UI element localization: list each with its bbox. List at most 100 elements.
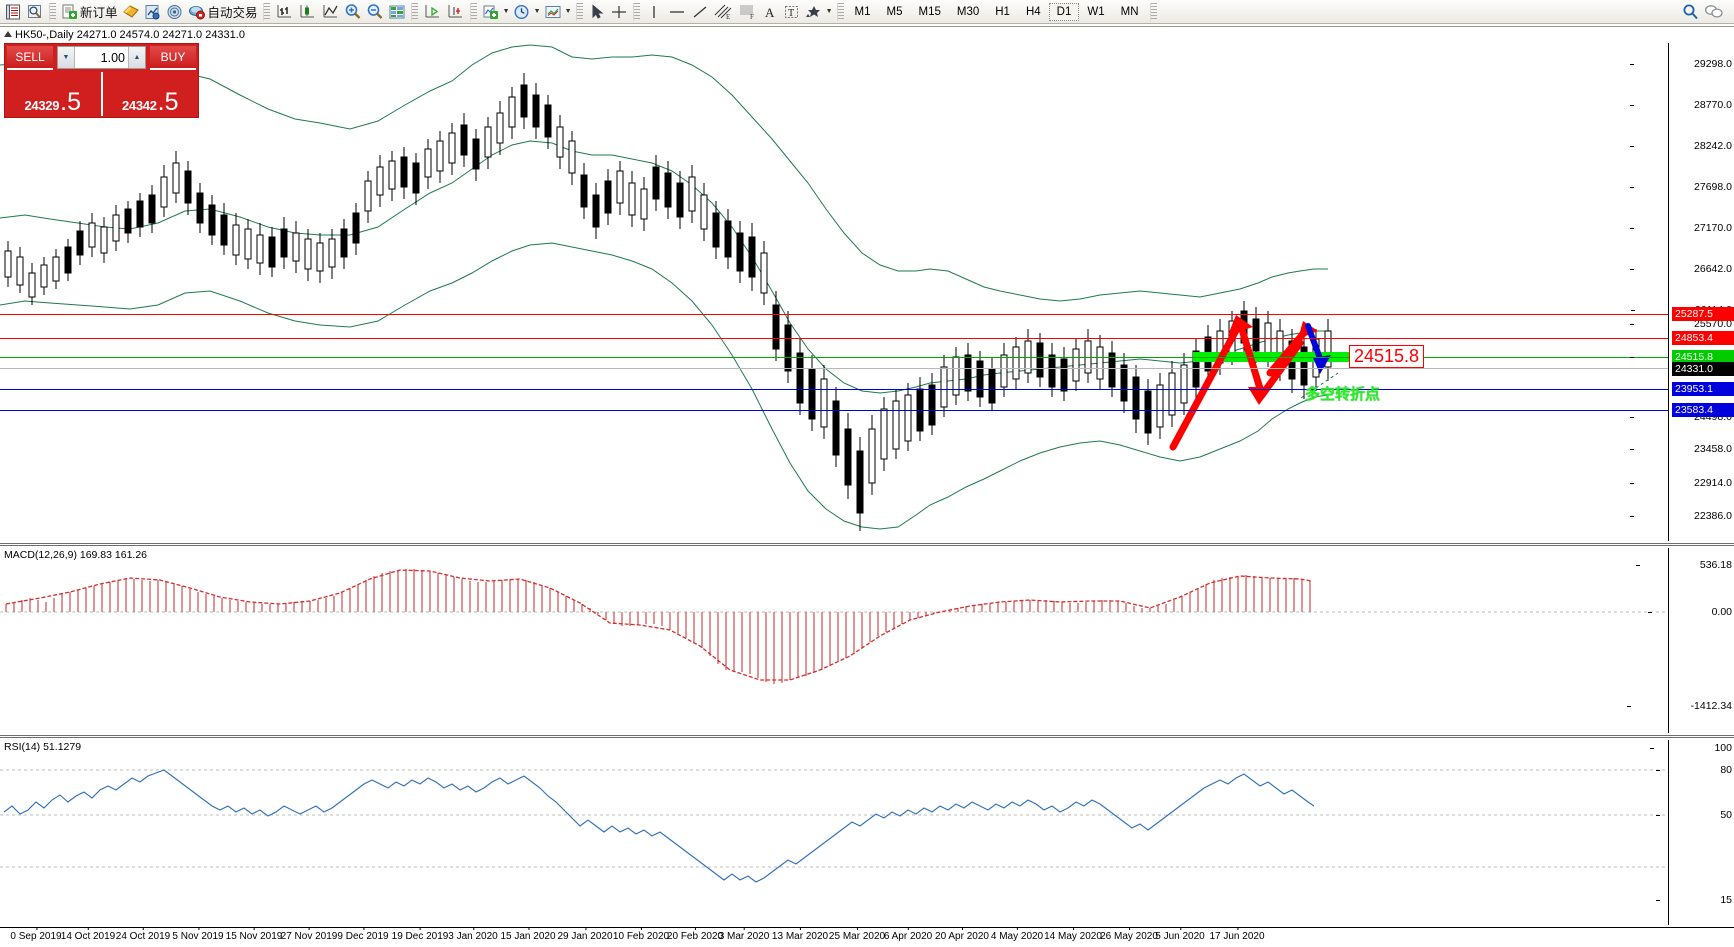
macd-axis[interactable]: 536.18 0.00 -1412.34 xyxy=(1625,548,1734,733)
vertical-line-icon[interactable] xyxy=(643,1,665,23)
toolbar-divider-6 xyxy=(632,2,640,21)
price-label-pivot: 24515.8 xyxy=(1672,350,1734,364)
date-tick: 26 May 2020 xyxy=(1100,927,1158,942)
market-watch-icon[interactable] xyxy=(2,1,24,23)
line-chart-icon[interactable] xyxy=(319,1,342,23)
templates-dropdown-arrow[interactable]: ▼ xyxy=(564,8,572,15)
macd-pane[interactable]: MACD(12,26,9) 169.83 161.26 xyxy=(0,548,1734,733)
svg-text:E: E xyxy=(726,13,730,20)
new-order-button[interactable]: 新订单 xyxy=(59,1,120,23)
trendline-icon[interactable] xyxy=(689,1,711,23)
turning-point-annotation[interactable]: 多空转折点 xyxy=(1305,385,1381,403)
toolbar-divider-4 xyxy=(469,2,477,21)
volume-value[interactable]: 1.00 xyxy=(100,50,125,65)
date-tick: 20 Apr 2020 xyxy=(935,927,989,942)
macd-tick: 536.18 xyxy=(1635,559,1732,571)
price-tick: 26642.0 xyxy=(1630,263,1732,275)
timeframe-w1[interactable]: W1 xyxy=(1087,5,1105,18)
timeframe-m1[interactable]: M1 xyxy=(854,5,871,18)
one-click-trading-panel[interactable]: SELL ▼ 1.00 ▲ BUY 24329.5 24342.5 xyxy=(4,43,199,118)
macd-canvas[interactable] xyxy=(0,548,1734,733)
rsi-canvas[interactable] xyxy=(0,740,1734,925)
toolbar-divider-2 xyxy=(262,2,270,21)
text-label-icon[interactable]: T xyxy=(781,1,803,23)
rsi-pane[interactable]: RSI(14) 51.1279 100 80 50 15 xyxy=(0,740,1734,925)
rsi-axis[interactable]: 100 80 50 15 xyxy=(1652,740,1734,925)
date-tick: 10 Feb 2020 xyxy=(612,927,670,942)
text-icon[interactable]: A xyxy=(759,1,781,23)
period-dropdown-arrow[interactable]: ▼ xyxy=(533,8,541,15)
data-grid-icon[interactable] xyxy=(386,1,408,23)
sell-price-area[interactable]: 24329.5 xyxy=(5,72,101,116)
zoom-in-icon[interactable] xyxy=(342,1,364,23)
price-pane[interactable]: 24515.8 多空转折点 29298.0 28770.0 28242.0 27… xyxy=(0,43,1734,541)
add-indicator-dropdown-arrow[interactable]: ▼ xyxy=(502,8,510,15)
timeframe-m5[interactable]: M5 xyxy=(886,5,903,18)
cursor-icon[interactable] xyxy=(586,1,608,23)
sell-price-integer: 24329 xyxy=(24,98,60,113)
arrows-shapes-icon[interactable] xyxy=(803,1,825,23)
custom-indicator-icon[interactable] xyxy=(142,1,164,23)
date-tick: 14 May 2020 xyxy=(1044,927,1102,942)
timeframe-h4[interactable]: H4 xyxy=(1025,5,1041,18)
volume-increment-button[interactable]: ▲ xyxy=(128,47,145,68)
timeframe-h1[interactable]: H1 xyxy=(995,5,1010,18)
support-line-23583[interactable] xyxy=(0,410,1668,411)
toolbar-divider-7 xyxy=(836,2,844,21)
buy-button[interactable]: BUY xyxy=(150,46,196,70)
support-line-23953[interactable] xyxy=(0,389,1668,390)
current-price-line[interactable] xyxy=(0,368,1668,369)
price-tick: 28242.0 xyxy=(1630,140,1732,152)
equidistant-channel-icon[interactable]: E xyxy=(711,1,735,23)
templates-icon[interactable] xyxy=(542,1,564,23)
auto-trading-button[interactable]: 自动交易 xyxy=(186,1,260,23)
timeframe-m15[interactable]: M15 xyxy=(918,5,941,18)
add-indicator-icon[interactable] xyxy=(480,1,502,23)
price-tick: 28770.0 xyxy=(1630,99,1732,111)
arrows-dropdown-arrow[interactable]: ▼ xyxy=(825,8,833,15)
fibonacci-icon[interactable]: F xyxy=(735,1,759,23)
date-axis[interactable]: 0 Sep 2019 14 Oct 2019 24 Oct 2019 5 Nov… xyxy=(0,927,1734,946)
price-label-resistance-1: 25287.5 xyxy=(1672,307,1734,321)
buy-price-decimal: .5 xyxy=(157,88,179,116)
price-chart-canvas[interactable] xyxy=(0,43,1734,541)
pivot-line-24515[interactable] xyxy=(0,357,1668,358)
chart-title-bar: HK50-,Daily 24271.0 24574.0 24271.0 2433… xyxy=(4,29,245,41)
date-tick: 24 Oct 2019 xyxy=(115,927,171,942)
timeframe-mn[interactable]: MN xyxy=(1120,5,1139,18)
auto-scroll-icon[interactable] xyxy=(444,1,467,23)
timeframe-d1[interactable]: D1 xyxy=(1048,2,1080,21)
resistance-line-24853[interactable] xyxy=(0,338,1668,339)
timeframe-m30[interactable]: M30 xyxy=(956,5,980,18)
crosshair-icon[interactable] xyxy=(608,1,630,23)
expert-advisor-icon[interactable] xyxy=(120,1,142,23)
buy-price-area[interactable]: 24342.5 xyxy=(100,72,199,116)
pane-separator-macd[interactable] xyxy=(0,543,1734,546)
chat-icon[interactable] xyxy=(1702,1,1726,23)
toolbar-divider-3 xyxy=(410,2,418,21)
zoom-out-icon[interactable] xyxy=(364,1,386,23)
data-window-icon[interactable] xyxy=(24,1,46,23)
candlestick-chart-icon[interactable] xyxy=(296,1,319,23)
volume-decrement-button[interactable]: ▼ xyxy=(58,47,75,68)
date-tick: 19 Dec 2019 xyxy=(391,927,449,942)
price-box-annotation[interactable]: 24515.8 xyxy=(1349,345,1425,368)
volume-input[interactable]: ▼ 1.00 ▲ xyxy=(57,46,146,69)
chart-window[interactable]: HK50-,Daily 24271.0 24574.0 24271.0 2433… xyxy=(0,26,1734,947)
period-clock-icon[interactable] xyxy=(511,1,533,23)
signals-icon[interactable] xyxy=(164,1,186,23)
collapse-triangle-icon[interactable] xyxy=(4,31,12,37)
search-icon[interactable] xyxy=(1680,1,1702,23)
horizontal-line-icon[interactable] xyxy=(665,1,689,23)
date-tick: 15 Jan 2020 xyxy=(500,927,556,942)
sell-button[interactable]: SELL xyxy=(7,46,53,70)
date-tick: 3 Jan 2020 xyxy=(448,927,498,942)
bar-chart-icon[interactable] xyxy=(273,1,296,23)
date-tick: 0 Sep 2019 xyxy=(10,927,62,942)
price-axis[interactable]: 29298.0 28770.0 28242.0 27698.0 27170.0 … xyxy=(1630,43,1734,541)
resistance-line-25287[interactable] xyxy=(0,314,1668,315)
date-tick: 27 Nov 2019 xyxy=(280,927,338,942)
chart-title-text: HK50-,Daily 24271.0 24574.0 24271.0 2433… xyxy=(15,29,245,41)
shift-chart-icon[interactable] xyxy=(421,1,444,23)
pane-separator-rsi[interactable] xyxy=(0,735,1734,738)
